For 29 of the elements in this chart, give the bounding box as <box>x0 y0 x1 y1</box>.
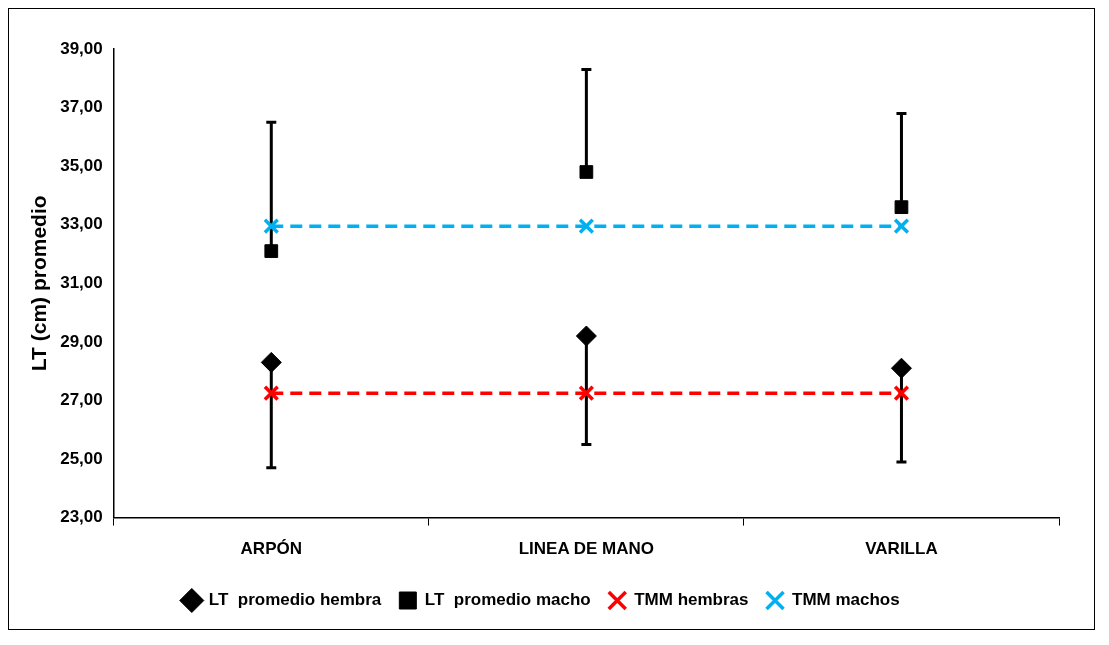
y-tick-label: 27,00 <box>60 390 103 410</box>
point <box>894 200 909 215</box>
x-tick-label: LINEA DE MANO <box>518 539 655 559</box>
point <box>893 218 910 235</box>
point <box>579 165 594 179</box>
point <box>578 385 595 402</box>
point <box>578 218 595 235</box>
legend-label: LT promedio macho <box>424 590 591 610</box>
y-tick-label: 31,00 <box>60 272 103 292</box>
point <box>260 351 282 373</box>
point <box>890 357 912 379</box>
y-tick-label: 23,00 <box>60 507 103 527</box>
y-tick-label: 37,00 <box>60 97 103 117</box>
x-tick-label: VARILLA <box>865 539 938 559</box>
y-tick-label: 33,00 <box>60 214 103 234</box>
y-tick-label: 39,00 <box>60 38 103 58</box>
y-tick-label: 35,00 <box>60 155 103 175</box>
point <box>263 218 280 235</box>
point <box>893 385 910 402</box>
x-tick-label: ARPÓN <box>240 539 302 559</box>
point <box>264 244 279 258</box>
y-axis-title: LT (cm) promedio <box>27 195 51 372</box>
y-tick-label: 25,00 <box>60 448 103 468</box>
legend-label: TMM machos <box>792 590 900 610</box>
point <box>575 325 597 347</box>
legend-label: TMM hembras <box>634 590 749 610</box>
point <box>263 385 280 402</box>
legend-label: LT promedio hembra <box>208 590 382 610</box>
y-tick-label: 29,00 <box>60 331 103 351</box>
